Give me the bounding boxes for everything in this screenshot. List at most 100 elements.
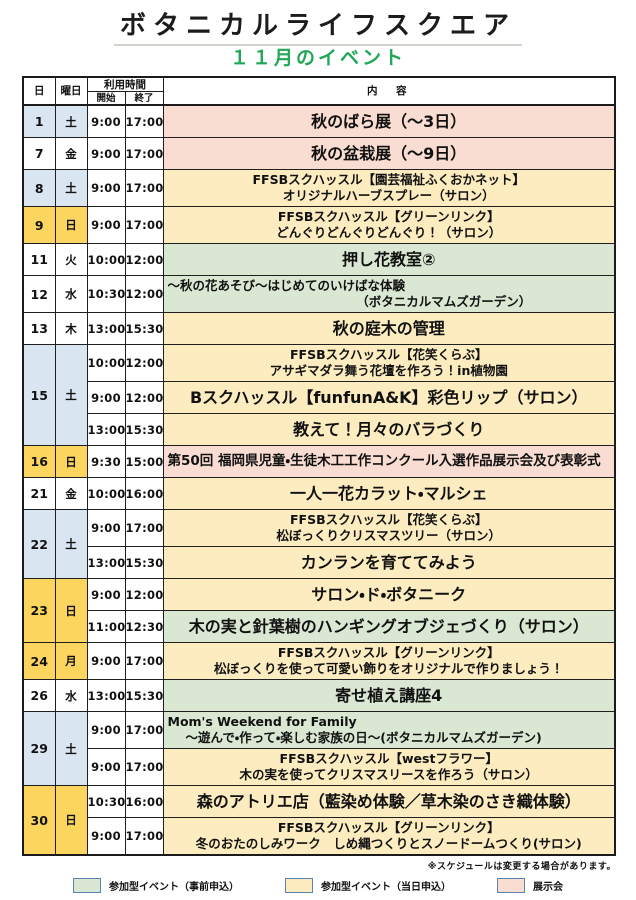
event-line: Bスクハッスル【funfunA&K】彩色リップ（サロン） [189,388,588,408]
event-line: 秋の庭木の管理 [332,319,445,339]
table-row: 9:00 17:00 FFSBスクハッスル【グリーンリンク】 冬のおたのしみワーク し… [23,817,616,856]
event-line: 教えて！月々のバラづくり [293,420,485,440]
table-row: 16 日 9:30 15:00 第50回 福岡県児童・生徒木工工作コンクール入選作品展示… [22,445,616,479]
table-row: 22 土 9:00 17:00 FFSBスクハッスル【花笑くらぶ】 松ぼっくりクリスマスツ… [22,509,616,580]
end-time-cell: 12:00 [124,344,164,383]
end-time-cell: 15:30 [124,546,164,580]
end-time-cell: 15:30 [124,312,164,346]
end-time-cell: 17:00 [124,817,164,856]
start-time-cell: 13:00 [86,312,126,346]
end-time-cell: 15:30 [124,679,164,713]
header-content: 内 容 [162,76,616,107]
event-content-cell: FFSBスクハッスル【グリーンリンク】 どんぐりどんぐりどんぐり！（サロン） [162,206,616,245]
event-line: サロン・ド・ボタニーク [311,585,467,605]
event-line: 森のアトリエ店（藍染め体験／草木染のさき織体験） [196,792,581,812]
table-row: 1 土 9:00 17:00 秋のばら展（～3日） [22,104,616,139]
end-time-cell: 16:00 [124,785,164,819]
start-time-cell: 9:00 [86,381,126,415]
event-line: アサギマダラ舞う花壇を作ろう！in植物園 [269,363,508,379]
event-content-cell: Mom's Weekend for Family ～遊んで・作って・楽しむ家族の日… [162,711,616,750]
weekday-cell: 金 [54,137,88,171]
event-content-cell: Bスクハッスル【funfunA&K】彩色リップ（サロン） [162,381,616,415]
event-line: FFSBスクハッスル【westフラワー】 [279,751,498,767]
table-row: 23 日 9:00 12:00 サロン・ド・ボタニーク [22,578,616,644]
legend-swatch [285,878,313,894]
day-cell: 9 [22,206,56,245]
start-time-cell: 9:00 [86,509,126,548]
table-row: 9 日 9:00 17:00 FFSBスクハッスル【グリーンリンク】 どんぐりどんぐりどん… [22,206,616,245]
end-time-cell: 12:00 [124,275,164,314]
event-content-cell: FFSBスクハッスル【園芸福祉ふくおかネット】 オリジナルハーブスプレー（サロン） [162,169,616,208]
event-content-cell: 一人一花カラット・マルシェ [162,477,616,511]
table-row: 8 土 9:00 17:00 FFSBスクハッスル【園芸福祉ふくおかネット】 オリジナルハ… [22,169,616,208]
start-time-cell: 13:00 [86,546,126,580]
legend-label: 参加型イベント（事前申込） [109,882,239,894]
event-line: 寄せ植え講座4 [335,686,443,706]
table-row: 21 金 10:00 16:00 一人一花カラット・マルシェ [22,477,616,511]
event-content-cell: FFSBスクハッスル【westフラワー】 木の実を使ってクリスマスリースを作ろう（… [162,748,616,787]
table-row: 24 月 9:00 17:00 FFSBスクハッスル【グリーンリンク】 松ぼっくりを使って… [22,642,616,681]
weekday-cell: 日 [54,578,88,644]
legend-swatch [497,878,525,894]
event-content-cell: FFSBスクハッスル【花笑くらぶ】 アサギマダラ舞う花壇を作ろう！in植物園 [162,344,616,383]
end-time-cell: 12:00 [124,243,164,277]
weekday-cell: 火 [54,243,88,277]
day-cell: 21 [22,477,56,511]
start-time-cell: 11:00 [86,610,126,644]
event-line: 秋のばら展（～3日） [311,112,467,132]
table-row: 13:00 15:30 カンランを育ててみよう [23,546,616,580]
header-end: 終了 [124,91,164,107]
table-row: 12 水 10:30 12:00 ～秋の花あそび～はじめてのいけばな体験 （ボタニカルマム… [22,275,616,314]
end-time-cell: 17:00 [124,748,164,787]
weekday-cell: 土 [54,169,88,208]
event-content-cell: 寄せ植え講座4 [162,679,616,713]
event-content-cell: サロン・ド・ボタニーク [162,578,616,612]
start-time-cell: 10:00 [86,243,126,277]
event-line: FFSBスクハッスル【グリーンリンク】 [277,209,500,225]
event-content-cell: 押し花教室② [162,243,616,277]
day-cell: 1 [22,104,56,139]
legend: 参加型イベント（事前申込） 参加型イベント（当日申込） 展示会 [0,878,636,894]
start-time-cell: 9:30 [86,445,126,479]
start-time-cell: 9:00 [86,748,126,787]
start-time-cell: 9:00 [86,137,126,171]
event-line: Mom's Weekend for Family [167,714,357,730]
start-time-cell: 10:00 [86,477,126,511]
event-content-cell: 第50回 福岡県児童・生徒木工工作コンクール入選作品展示会及び表彰式 [162,445,616,479]
table-row: 9:00 12:00 Bスクハッスル【funfunA&K】彩色リップ（サロン） [23,381,616,415]
day-cell: 16 [22,445,56,479]
event-line: ～秋の花あそび～はじめてのいけばな体験 [167,278,406,294]
end-time-cell: 17:00 [124,104,164,139]
page-title: ボタニカルライフスクエア [113,12,522,46]
event-line: どんぐりどんぐりどんぐり！（サロン） [276,225,502,241]
legend-item: 参加型イベント（当日申込） [285,878,451,894]
event-content-cell: カンランを育ててみよう [162,546,616,580]
start-time-cell: 9:00 [86,817,126,856]
header-start: 開始 [86,91,126,107]
day-cell: 11 [22,243,56,277]
event-line: 押し花教室② [341,250,436,270]
weekday-cell: 金 [54,477,88,511]
event-line: FFSBスクハッスル【花笑くらぶ】 [290,347,488,363]
weekday-cell: 木 [54,312,88,346]
event-content-cell: FFSBスクハッスル【花笑くらぶ】 松ぼっくりクリスマスツリー（サロン） [162,509,616,548]
day-cell: 30 [22,785,56,856]
table-row: 26 水 13:00 15:30 寄せ植え講座4 [22,679,616,713]
start-time-cell: 9:00 [86,711,126,750]
start-time-cell: 9:00 [86,206,126,245]
events-table-body: 1 土 9:00 17:00 秋のばら展（～3日） 7 金 9:00 17:00 秋の盆栽展（～9… [22,104,616,856]
event-line: （ボタニカルマムズガーデン） [356,294,532,310]
end-time-cell: 15:30 [124,413,164,447]
end-time-cell: 16:00 [124,477,164,511]
end-time-cell: 17:00 [124,169,164,208]
flyer-header: ボタニカルライフスクエア １１月のイベント [0,0,636,69]
end-time-cell: 15:00 [124,445,164,479]
day-cell: 12 [22,275,56,314]
weekday-cell: 日 [54,206,88,245]
end-time-cell: 17:00 [124,206,164,245]
event-line: 木の実と針葉樹のハンギングオブジェづくり（サロン） [188,617,589,637]
event-line: 松ぼっくりを使って可愛い飾りをオリジナルで作りましょう！ [214,661,564,677]
event-content-cell: 秋の盆栽展（～9日） [162,137,616,171]
weekday-cell: 月 [54,642,88,681]
